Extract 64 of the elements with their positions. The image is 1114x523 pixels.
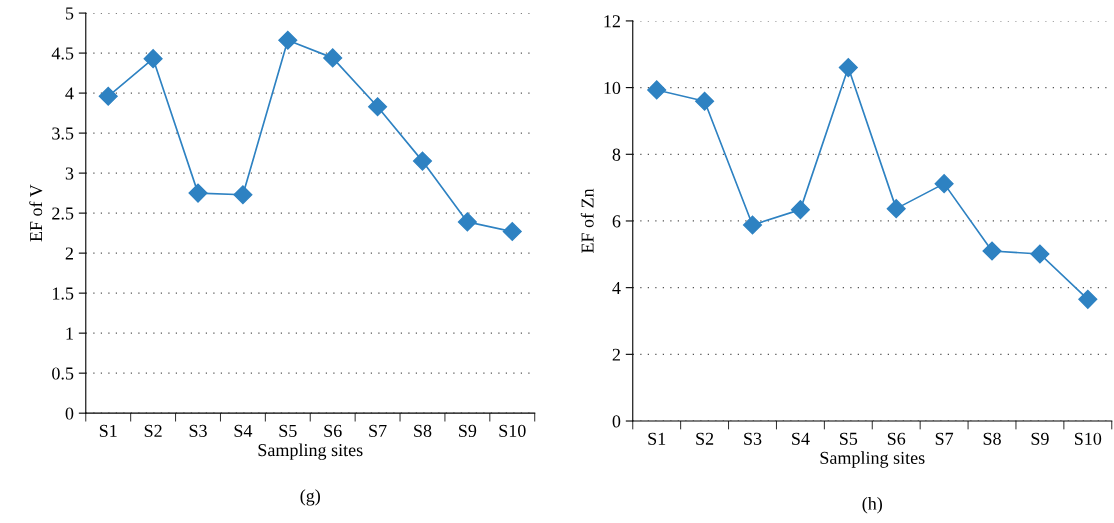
- x-tick-label: S3: [744, 432, 762, 445]
- text: (g): [300, 489, 320, 506]
- point: [886, 199, 906, 219]
- x-tick-label: S2: [144, 424, 162, 437]
- point: [143, 49, 163, 69]
- x-tick-label: S6: [324, 424, 342, 437]
- y-tick-label: 0: [65, 407, 74, 420]
- y-tick-label: 8: [612, 148, 621, 161]
- x-tick-label: S9: [459, 424, 477, 437]
- point: [1078, 289, 1098, 309]
- point: [233, 185, 253, 205]
- y-tick-label: 1: [66, 327, 73, 340]
- point: [188, 183, 208, 203]
- x-tick-label: S3: [189, 424, 207, 437]
- x-tick-label: S6: [887, 432, 906, 445]
- y-tick-label: 5: [65, 7, 74, 20]
- y-axis-title: EF of V: [29, 184, 43, 242]
- x-tick-label: S1: [99, 424, 117, 437]
- x-tick-label: S5: [839, 432, 858, 445]
- y-tick-label: 2: [65, 247, 73, 260]
- x-tick-label: S8: [414, 424, 432, 437]
- y-tick-label: 12: [604, 15, 620, 28]
- y-tick-label: 0: [612, 415, 621, 428]
- point: [647, 80, 667, 100]
- x-tick-label: S9: [1031, 432, 1049, 445]
- point: [742, 215, 763, 235]
- y-tick-label: 1.5: [52, 287, 74, 300]
- y-tick-label: 3: [65, 167, 74, 180]
- point: [982, 241, 1002, 261]
- point: [790, 200, 810, 220]
- x-tick-label: S7: [935, 432, 954, 445]
- x-tick-label: S2: [696, 432, 714, 445]
- x-axis-title: Sampling sites: [820, 451, 925, 468]
- x-tick-label: S5: [279, 424, 297, 437]
- y-tick-label: 4.5: [51, 47, 74, 60]
- y-tick-label: 2.5: [52, 207, 74, 220]
- y-tick-label: 6: [612, 215, 621, 228]
- point: [502, 221, 522, 242]
- point: [323, 48, 343, 68]
- point: [278, 30, 298, 50]
- y-tick-label: 0.5: [52, 367, 74, 380]
- x-tick-label: S4: [792, 432, 810, 445]
- point: [457, 212, 477, 232]
- point: [1030, 244, 1050, 264]
- y-tick-label: 10: [604, 81, 621, 95]
- point: [368, 97, 388, 117]
- text: (h): [862, 497, 882, 514]
- x-tick-label: S10: [1074, 432, 1102, 445]
- point: [412, 151, 433, 171]
- x-tick-label: S4: [234, 424, 253, 437]
- x-axis-title: Sampling sites: [258, 443, 363, 460]
- y-tick-label: 4: [65, 87, 74, 100]
- y-axis-title: EF of Zn: [580, 188, 594, 254]
- point: [934, 174, 954, 194]
- point: [838, 58, 858, 78]
- x-tick-label: S10: [499, 424, 526, 437]
- x-tick-label: S1: [648, 432, 666, 445]
- y-tick-label: 3.5: [52, 127, 74, 140]
- x-tick-label: S8: [983, 432, 1001, 445]
- point: [695, 91, 715, 111]
- y-tick-label: 2: [612, 348, 620, 361]
- y-tick-label: 4: [612, 282, 621, 294]
- x-tick-label: S7: [369, 424, 387, 437]
- point: [98, 86, 118, 106]
